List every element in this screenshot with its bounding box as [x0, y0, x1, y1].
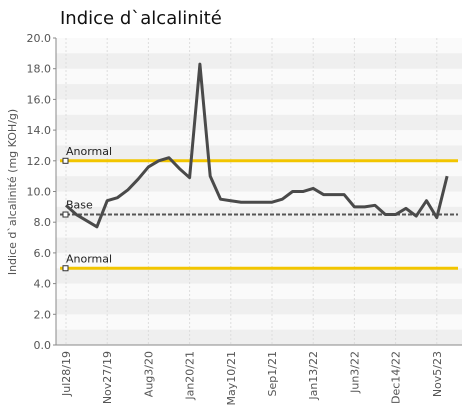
- x-tick-label: May10/21: [225, 351, 238, 405]
- reference-label: Base: [66, 199, 93, 212]
- y-tick-label: 6.0: [34, 247, 52, 260]
- reference-marker: [62, 157, 69, 164]
- x-tick-label: Jan13/22: [307, 351, 320, 401]
- y-tick-label: 14.0: [27, 124, 52, 137]
- y-tick-label: 12.0: [27, 155, 52, 168]
- y-tick-label: 4.0: [34, 278, 52, 291]
- stripe: [56, 329, 462, 345]
- x-tick-label: Nov27/19: [101, 351, 114, 404]
- stripe: [56, 298, 462, 315]
- y-tick-label: 16.0: [27, 93, 52, 106]
- reference-marker: [62, 265, 69, 272]
- stripe: [56, 268, 462, 284]
- reference-label: Anormal: [66, 145, 112, 158]
- stripe: [56, 53, 462, 69]
- y-tick-label: 18.0: [27, 63, 52, 76]
- y-tick-label: 2.0: [34, 308, 52, 321]
- reference-marker: [62, 211, 69, 218]
- x-tick-label: Jan20/21: [184, 351, 197, 401]
- x-tick-label: Jun3/22: [348, 351, 361, 394]
- stripe: [56, 237, 462, 253]
- x-tick-label: Dec14/22: [390, 351, 403, 404]
- y-tick-label: 10.0: [27, 186, 52, 199]
- stripe: [56, 114, 462, 131]
- reference-label: Anormal: [66, 252, 112, 265]
- x-tick-label: Jul28/19: [60, 351, 73, 397]
- x-tick-label: Sep1/21: [266, 351, 279, 396]
- y-tick-label: 8.0: [34, 216, 52, 229]
- stripe: [56, 84, 462, 100]
- stripe: [56, 145, 462, 161]
- stripe: [56, 176, 462, 192]
- chart-title: Indice d`alcalinité: [60, 8, 222, 29]
- x-tick-label: Aug3/20: [142, 351, 155, 397]
- y-tick-label: 0.0: [34, 339, 52, 352]
- y-tick-label: 20.0: [27, 32, 52, 45]
- data-line: [65, 62, 449, 229]
- y-axis-label: Indice d`alcalinité (mg KOH/g): [6, 109, 19, 275]
- x-tick-label: Nov5/23: [431, 351, 444, 397]
